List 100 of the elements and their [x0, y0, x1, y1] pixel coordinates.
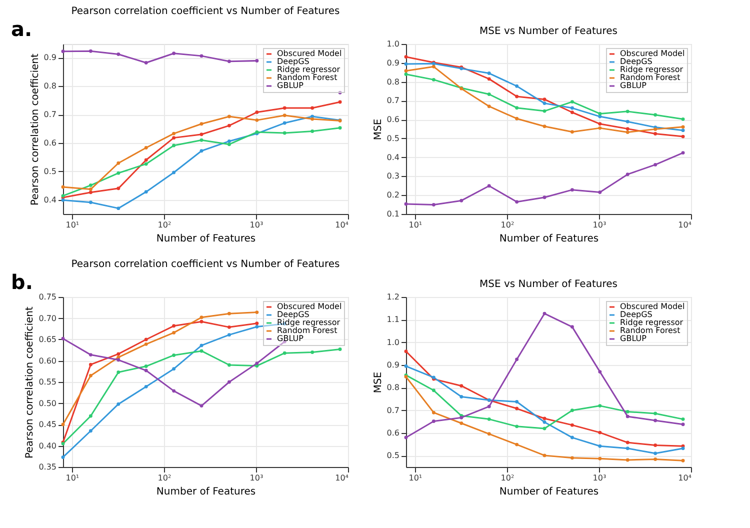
point [310, 106, 314, 110]
y-tick-label: 0.75 [38, 292, 56, 302]
point [487, 404, 491, 408]
y-tick-label: 0.7 [386, 406, 400, 415]
y-tick-label: 0.65 [38, 335, 56, 344]
legend-label: Obscured Model [620, 302, 685, 311]
point [681, 117, 685, 121]
point [200, 122, 204, 126]
point [116, 370, 120, 374]
point [654, 444, 658, 447]
point [200, 149, 204, 153]
point [515, 424, 519, 428]
legend-label: Random Forest [620, 326, 680, 335]
legend-label: Obscured Model [620, 49, 685, 58]
point [570, 436, 574, 440]
point [404, 202, 408, 206]
point [487, 72, 491, 76]
point [116, 358, 120, 362]
point [570, 188, 574, 192]
point [227, 124, 231, 128]
point [626, 172, 630, 176]
y-tick-label: 0.5 [386, 134, 400, 143]
point [432, 388, 436, 392]
point [515, 106, 519, 110]
point [227, 333, 231, 337]
y-tick-label: 0.7 [44, 110, 56, 119]
y-tick-label: 0.8 [44, 82, 56, 91]
point [255, 362, 259, 366]
point [542, 124, 546, 128]
x-axis-title: Number of Features [156, 486, 256, 498]
y-tick-label: 0.6 [44, 138, 56, 148]
x-tick-label: 10² [500, 474, 514, 482]
chart-title: Pearson correlation coefficient vs Number of Features [71, 259, 340, 270]
y-tick-label: 0.8 [386, 383, 400, 392]
y-tick-label: 1.2 [386, 292, 400, 302]
y-axis-title: Pearson correlation coefficient [24, 306, 36, 458]
point [88, 362, 92, 366]
x-tick-label: 10² [500, 220, 514, 230]
point [626, 414, 630, 418]
point [598, 456, 602, 460]
point [144, 61, 148, 64]
point [227, 142, 231, 146]
y-tick-label: 0.1 [386, 210, 400, 218]
x-tick-label: 10² [158, 220, 172, 230]
point [310, 130, 314, 134]
point [338, 126, 342, 130]
y-tick-label: 1.1 [386, 315, 400, 324]
point [172, 52, 176, 56]
point [654, 458, 658, 462]
point [404, 72, 408, 76]
point [116, 352, 120, 356]
point [626, 440, 630, 444]
point [88, 374, 92, 378]
point [570, 110, 574, 114]
point [200, 344, 204, 348]
point [432, 410, 436, 414]
point [310, 117, 314, 121]
y-tick-label: 0.2 [386, 190, 400, 200]
point [144, 384, 148, 388]
y-tick-label: 0.50 [38, 398, 56, 408]
point [227, 380, 231, 384]
point [200, 132, 204, 136]
y-tick-label: 0.4 [386, 152, 400, 162]
point [460, 198, 464, 202]
point [255, 59, 259, 62]
chart-title: MSE vs Number of Features [480, 26, 618, 37]
point [200, 316, 204, 320]
point [432, 203, 436, 206]
point [227, 312, 231, 316]
point [570, 423, 574, 427]
point [515, 200, 519, 204]
point [515, 116, 519, 120]
point [598, 404, 602, 408]
point [144, 162, 148, 166]
point [200, 54, 204, 58]
point [310, 350, 314, 354]
y-tick-label: 0.9 [44, 53, 56, 62]
point [626, 127, 630, 131]
point [515, 84, 519, 88]
point [487, 184, 491, 188]
point [172, 136, 176, 140]
y-axis-title: Pearson correlation coefficient [30, 53, 41, 206]
point [61, 50, 65, 54]
point [116, 161, 120, 165]
y-axis-title: MSE [372, 372, 384, 394]
point [61, 336, 65, 340]
point [61, 422, 65, 426]
point [227, 363, 231, 367]
legend-label: Ridge regressor [620, 65, 684, 74]
point [681, 128, 685, 132]
point [200, 320, 204, 324]
point [570, 325, 574, 329]
point [681, 458, 685, 462]
point [542, 454, 546, 458]
legend-label: GBLUP [620, 81, 647, 90]
point [88, 184, 92, 188]
point [542, 102, 546, 106]
point [255, 325, 259, 328]
point [338, 100, 342, 104]
point [282, 121, 286, 125]
